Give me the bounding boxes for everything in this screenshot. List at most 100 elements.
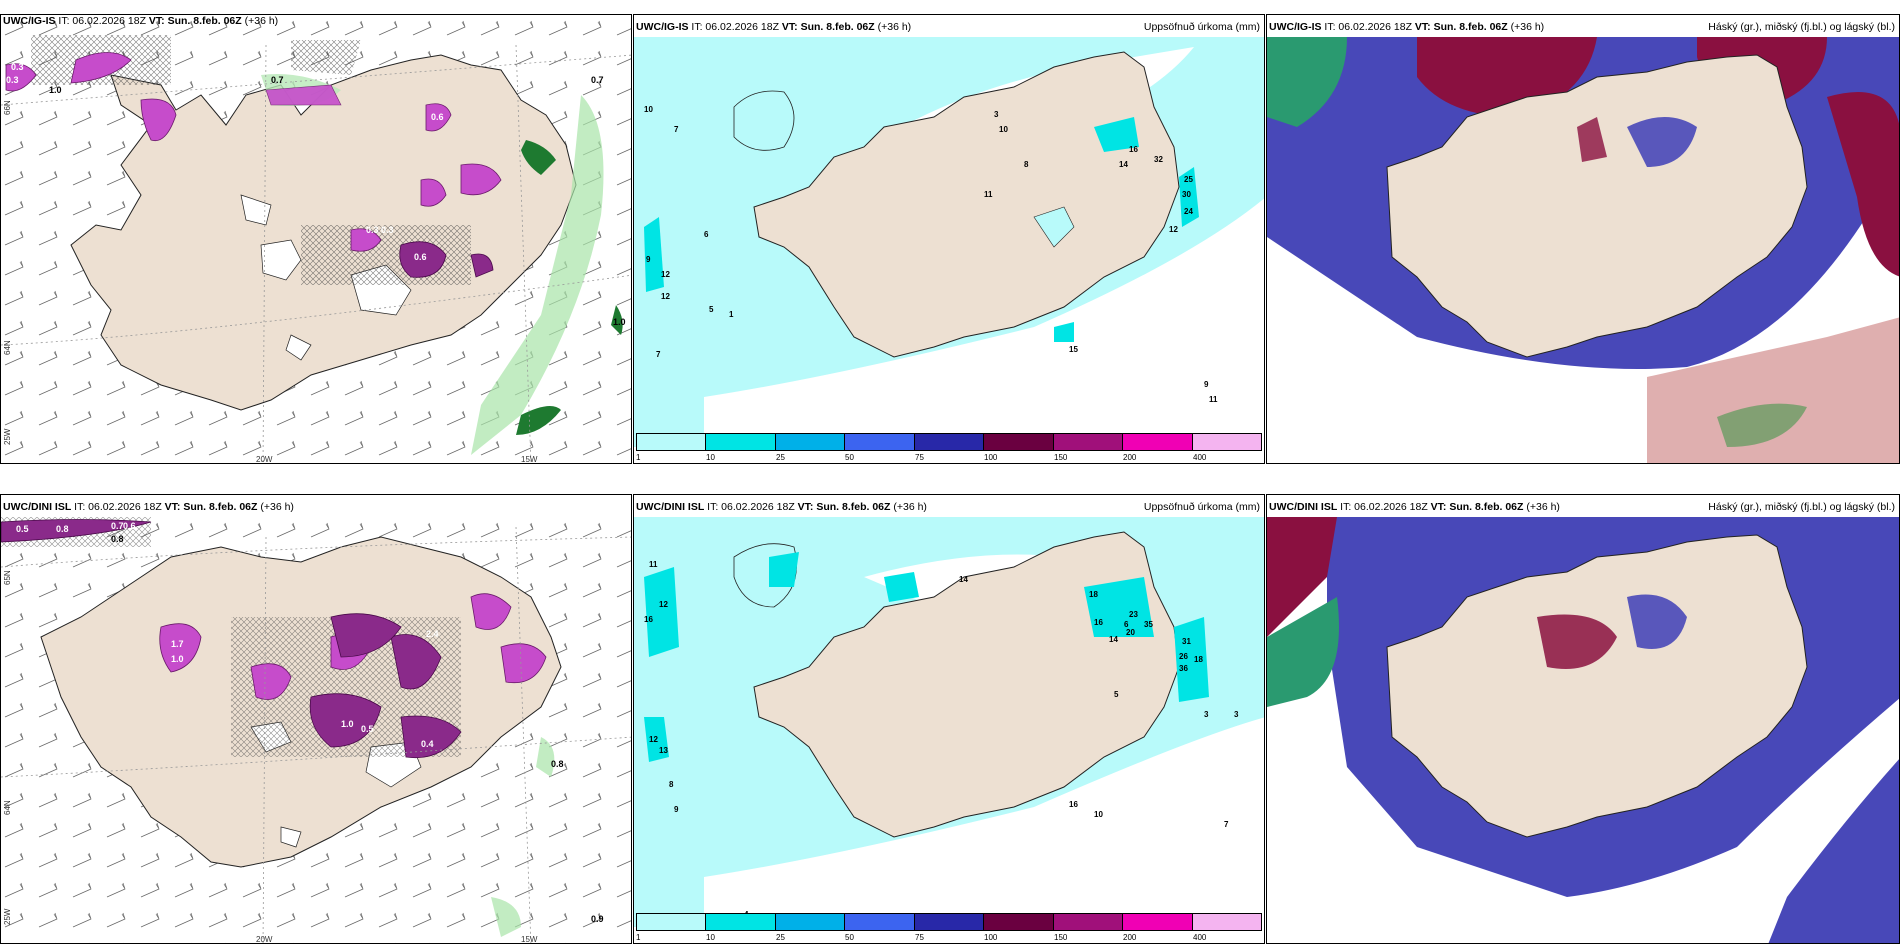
legend-swatch <box>914 434 985 450</box>
legend-tick: 50 <box>845 933 854 942</box>
panel-variable: Háský (gr.), miðský (fj.bl.) og lágský (… <box>1708 21 1895 33</box>
precip-label: 16 <box>644 615 653 624</box>
snow-label: 1.0 <box>49 85 62 95</box>
precip-label: 5 <box>709 305 714 314</box>
legend-swatch <box>706 914 776 930</box>
legend-swatch <box>1192 914 1261 930</box>
panel-title: UWC/IG-IS IT: 06.02.2026 18Z VT: Sun. 8.… <box>636 21 912 33</box>
precip-label: 16 <box>1094 618 1103 627</box>
legend-tick: 25 <box>776 933 785 942</box>
legend-swatch <box>637 914 707 930</box>
lon-label: 20W <box>256 455 273 464</box>
precip-label: 12 <box>659 600 668 609</box>
panel-title: UWC/DINI ISL IT: 06.02.2026 18Z VT: Sun.… <box>1269 501 1560 513</box>
precip-label: 30 <box>1182 190 1191 199</box>
cloud-map <box>1267 37 1899 463</box>
snow-label: 0.3 <box>366 225 379 235</box>
precip-legend <box>636 913 1262 931</box>
snow-label: 0.8 <box>551 759 564 769</box>
lon-label: 15W <box>521 935 538 944</box>
precip-label: 11 <box>1209 395 1218 404</box>
snow-label: 0.7 <box>271 75 284 85</box>
snow-label: 0.6 <box>414 252 427 262</box>
legend-swatch <box>845 914 915 930</box>
precip-map: 10 7 9 12 12 5 6 11 8 3 10 14 16 32 25 3… <box>634 37 1264 449</box>
precip-label: 18 <box>1089 590 1098 599</box>
snow-label: 0.9 <box>591 914 604 924</box>
snow-label: 0.8 <box>111 534 124 544</box>
snow-label: 0.3 <box>381 225 394 235</box>
precip-label: 9 <box>646 255 651 264</box>
legend-tick: 100 <box>984 933 998 942</box>
legend-swatch <box>984 434 1054 450</box>
snow-label: 0.8 <box>56 524 69 534</box>
precip-label: 9 <box>674 805 679 814</box>
precip-label: 12 <box>661 292 670 301</box>
legend-swatch <box>1053 914 1124 930</box>
panel-title: UWC/IG-IS IT: 06.02.2026 18Z VT: Sun. 8.… <box>1269 21 1545 33</box>
precip-label: 3 <box>1234 710 1239 719</box>
precip-label: 31 <box>1182 637 1191 646</box>
legend-swatch <box>1123 434 1193 450</box>
precip-label: 3 <box>994 110 999 119</box>
precip-label: 36 <box>1179 664 1188 673</box>
lon-label: 20W <box>256 935 273 944</box>
precip-map: 11 16 12 12 13 18 16 23 20 35 14 31 26 1… <box>634 517 1264 927</box>
legend-swatch <box>914 914 985 930</box>
lat-label: 25W <box>3 908 12 925</box>
map-panel-cloud-ig: UWC/IG-IS IT: 06.02.2026 18Z VT: Sun. 8.… <box>1266 14 1900 464</box>
legend-tick: 200 <box>1123 933 1137 942</box>
precip-label: 1 <box>729 310 734 319</box>
map-panel-snow-dini: UWC/DINI ISL IT: 06.02.2026 18Z VT: Sun.… <box>0 494 632 944</box>
panel-title: UWC/IG-IS IT: 06.02.2026 18Z VT: Sun. 8.… <box>3 15 279 27</box>
legend-tick: 75 <box>915 933 924 942</box>
precip-label: 6 <box>1124 620 1129 629</box>
legend-tick: 50 <box>845 453 854 462</box>
snow-label: 0.7 <box>591 75 604 85</box>
precip-label: 20 <box>1126 628 1135 637</box>
legend-tick: 150 <box>1054 453 1068 462</box>
snow-label: 1.0 <box>613 317 626 327</box>
legend-swatch <box>1053 434 1124 450</box>
precip-label: 26 <box>1179 652 1188 661</box>
legend-tick: 25 <box>776 453 785 462</box>
precip-label: 8 <box>1024 160 1029 169</box>
lat-label: 64N <box>3 800 12 815</box>
precip-label: 11 <box>649 560 658 569</box>
map-panel-precip-dini: UWC/DINI ISL IT: 06.02.2026 18Z VT: Sun.… <box>633 494 1265 944</box>
panel-title: UWC/DINI ISL IT: 06.02.2026 18Z VT: Sun.… <box>3 501 294 513</box>
cloud-map <box>1267 517 1899 943</box>
legend-swatch <box>775 914 846 930</box>
precip-label: 16 <box>1069 800 1078 809</box>
legend-tick: 1 <box>636 933 641 942</box>
snow-label: 1.7 <box>171 639 184 649</box>
precip-label: 7 <box>656 350 661 359</box>
precip-label: 32 <box>1154 155 1163 164</box>
legend-swatch <box>775 434 846 450</box>
precip-label: 13 <box>659 746 668 755</box>
snow-wind-map: 0.3 0.3 0.6 0.3 0.3 0.6 1.0 0.7 1.0 0.7 <box>1 15 631 463</box>
snow-label: 2.4 <box>426 629 439 639</box>
panel-variable: Háský (gr.), miðský (fj.bl.) og lágský (… <box>1708 501 1895 513</box>
precip-label: 7 <box>674 125 679 134</box>
precip-label: 14 <box>959 575 968 584</box>
snow-label: 0.7 <box>111 521 124 531</box>
legend-swatch <box>1123 914 1193 930</box>
lat-label: 25W <box>3 428 12 445</box>
precip-label: 8 <box>669 780 674 789</box>
precip-label: 23 <box>1129 610 1138 619</box>
legend-tick: 400 <box>1193 933 1207 942</box>
map-panel-snow-ig: UWC/IG-IS IT: 06.02.2026 18Z VT: Sun. 8.… <box>0 14 632 464</box>
precip-label: 14 <box>1119 160 1128 169</box>
panel-variable: Uppsöfnuð úrkoma (mm) <box>1143 501 1260 513</box>
precip-label: 12 <box>649 735 658 744</box>
precip-label: 12 <box>1169 225 1178 234</box>
precip-label: 14 <box>1109 635 1118 644</box>
snow-label: 0.3 <box>11 62 24 72</box>
panel-title: UWC/DINI ISL IT: 06.02.2026 18Z VT: Sun.… <box>636 501 927 513</box>
precip-label: 3 <box>1204 710 1209 719</box>
precip-label: 18 <box>1194 655 1203 664</box>
precip-label: 35 <box>1144 620 1153 629</box>
legend-tick: 100 <box>984 453 998 462</box>
legend-tick: 1 <box>636 453 641 462</box>
